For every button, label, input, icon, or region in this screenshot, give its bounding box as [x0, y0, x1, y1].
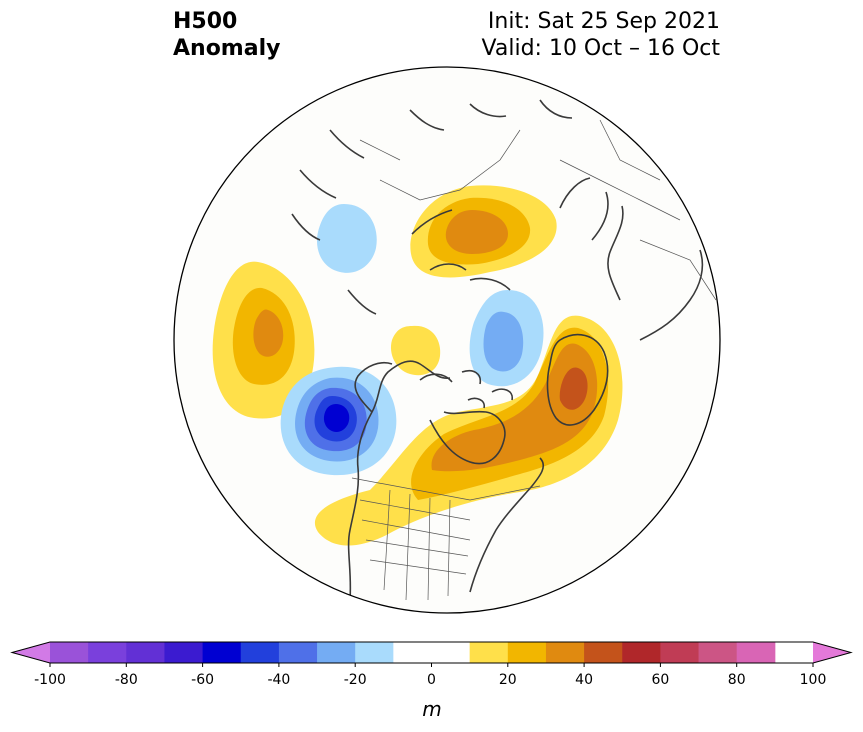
coastlines	[291, 99, 704, 601]
colorbar-bin	[736, 642, 776, 663]
colorbar-bin	[393, 642, 471, 663]
colorbar-bin	[469, 642, 509, 663]
colorbar-bin	[622, 642, 661, 663]
colorbar-tick-label: 0	[427, 672, 436, 688]
north-pacific-ridge	[212, 261, 315, 419]
colorbar-tick-label: -80	[115, 672, 138, 688]
colorbar-bin	[50, 642, 89, 663]
colorbar-bin	[164, 642, 204, 663]
anomaly-field	[212, 99, 717, 601]
colorbar-bin	[545, 642, 585, 663]
title-line-field: Anomaly	[173, 36, 281, 61]
colorbar-bin	[698, 642, 738, 663]
valid-period: Valid: 10 Oct – 16 Oct	[481, 36, 720, 61]
colorbar-tick-label: 20	[499, 672, 517, 688]
colorbar-bin	[355, 642, 394, 663]
siberia-low	[316, 204, 377, 273]
colorbar-extend-low	[12, 642, 50, 663]
colorbar-bin	[88, 642, 127, 663]
colorbar-tick-label: -20	[344, 672, 367, 688]
arctic-low	[469, 290, 544, 387]
map-disk	[174, 67, 720, 613]
colorbar-tick-label: 60	[651, 672, 669, 688]
polar-map	[173, 66, 721, 614]
colorbar-tick-label: 80	[728, 672, 746, 688]
colorbar-bin	[584, 642, 623, 663]
borders	[351, 119, 717, 601]
colorbar-extend-high	[813, 642, 851, 663]
colorbar-tick-label: 40	[575, 672, 593, 688]
colorbar-tick-label: -40	[267, 672, 290, 688]
title-line-variable: H500	[173, 9, 238, 34]
colorbar-bin	[317, 642, 356, 663]
colorbar-tick-label: 100	[800, 672, 827, 688]
colorbar-bin	[507, 642, 547, 663]
colorbar-unit: m	[422, 697, 441, 721]
colorbar-bin	[202, 642, 242, 663]
colorbar-bin	[278, 642, 318, 663]
init-time: Init: Sat 25 Sep 2021	[487, 9, 720, 34]
colorbar-tick-label: -60	[191, 672, 214, 688]
map-title: H500 Anomaly	[173, 8, 280, 62]
forecast-info: Init: Sat 25 Sep 2021 Valid: 10 Oct – 16…	[482, 8, 720, 62]
colorbar-bin	[240, 642, 280, 663]
colorbar-bin	[660, 642, 700, 663]
map-boundary	[173, 66, 721, 614]
colorbar: -100 -80 -60 -40 -20 0 20 40 60 80 100 m	[10, 641, 853, 721]
colorbar-tick-label: -100	[34, 672, 66, 688]
gulf-of-alaska-trough	[280, 366, 397, 476]
barents-kara-ridge	[410, 185, 557, 278]
colorbar-bin	[126, 642, 165, 663]
